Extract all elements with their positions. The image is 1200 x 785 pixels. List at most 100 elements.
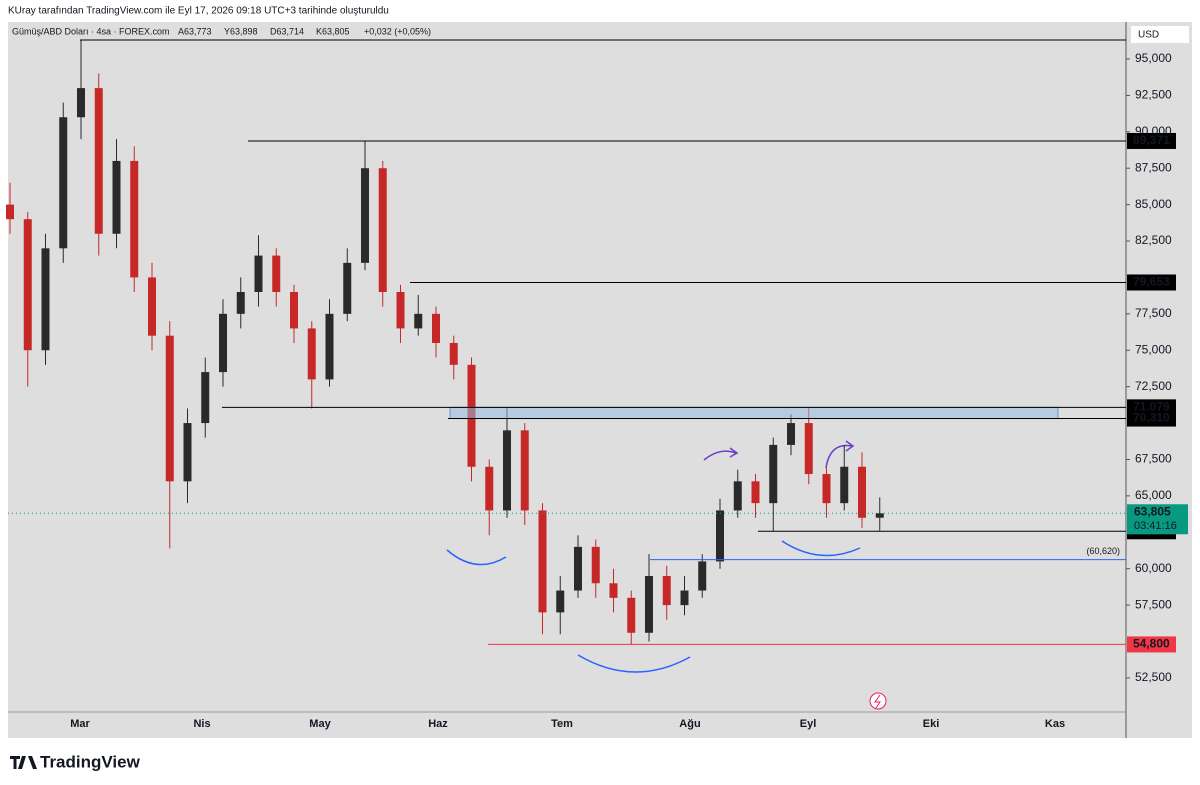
candle-body	[520, 430, 529, 511]
logo: TradingView	[10, 752, 141, 771]
x-tick-label: Eyl	[800, 718, 817, 730]
candle-body	[112, 160, 121, 234]
symbol-title: Gümüş/ABD Doları · 4sa · FOREX.com	[12, 26, 170, 36]
candle-body	[201, 372, 210, 424]
candle-body	[858, 466, 866, 518]
currency: USD	[1138, 30, 1159, 41]
annotations	[446, 540, 861, 673]
currency-box	[1131, 26, 1189, 43]
candle-body	[378, 168, 387, 292]
candle-body	[219, 313, 227, 373]
candle-body	[662, 575, 671, 606]
level-label: 79,653	[1133, 275, 1170, 289]
candle-body	[680, 590, 689, 606]
candle-body	[769, 444, 778, 504]
arrow-head	[845, 440, 855, 452]
y-tick-label: 52,500	[1135, 670, 1172, 684]
change: +0,032 (+0,05%)	[364, 26, 431, 36]
event-icon[interactable]	[869, 692, 887, 710]
arc	[781, 540, 861, 557]
candle-body	[840, 466, 849, 504]
y-tick-label: 75,000	[1135, 342, 1172, 356]
y-tick-label: 77,500	[1135, 306, 1172, 320]
arc	[446, 549, 507, 566]
level-label: 54,800	[1133, 637, 1170, 651]
ohlc-value: K63,805	[316, 26, 350, 36]
y-tick-label: 87,500	[1135, 160, 1172, 174]
x-tick-label: Kas	[1045, 718, 1065, 730]
level-label-box	[1127, 636, 1176, 653]
candle-body	[538, 510, 547, 613]
x-tick-label: Nis	[193, 718, 210, 730]
candle-body	[414, 313, 423, 329]
candle-body	[183, 423, 192, 482]
x-tick-label: Haz	[428, 718, 448, 730]
candle-body	[165, 335, 174, 482]
level-label: 89,371	[1133, 133, 1170, 147]
candle-body	[485, 466, 494, 511]
candle-body	[77, 88, 85, 118]
candle-body	[396, 292, 405, 329]
x-tick-label: Tem	[551, 718, 573, 730]
candle-body	[23, 219, 32, 351]
candle-body	[751, 481, 760, 504]
arrow	[825, 444, 853, 469]
countdown: 03:41:16	[1134, 520, 1177, 532]
candle-body	[59, 117, 68, 249]
x-tick-label: Ağu	[679, 718, 700, 730]
chart-background	[8, 22, 1192, 738]
level-label-box	[1127, 274, 1176, 291]
candle-body	[609, 583, 618, 598]
zone	[449, 406, 1059, 420]
x-tick-label: Eki	[923, 718, 940, 730]
candle-body	[254, 255, 263, 292]
logo-mark	[10, 756, 37, 769]
candle-body	[361, 168, 369, 263]
candle-body	[822, 474, 831, 504]
candle-body	[787, 423, 795, 445]
candle-body	[236, 292, 245, 314]
level-label: 71,079	[1133, 400, 1170, 414]
candle-body	[556, 590, 565, 613]
candle-body	[645, 575, 653, 633]
level-label: 70,310	[1133, 411, 1170, 425]
arc	[577, 654, 691, 673]
candle-body	[272, 255, 281, 292]
y-tick-label: 67,500	[1135, 452, 1172, 466]
ohlc-value: A63,773	[178, 26, 212, 36]
y-tick-label: 60,000	[1135, 561, 1172, 575]
candle-body	[325, 313, 334, 380]
candle-body	[343, 262, 352, 314]
candle-body	[148, 277, 156, 336]
y-tick-label: 95,000	[1135, 51, 1172, 65]
candle-body	[94, 88, 103, 234]
last-price-label: 63,805	[1134, 504, 1171, 518]
y-tick-label: 85,000	[1135, 197, 1172, 211]
arrows	[703, 440, 855, 469]
caption: KUray tarafından TradingView.com ile Eyl…	[8, 6, 389, 17]
candle-body	[716, 510, 724, 562]
x-tick-label: Mar	[70, 718, 90, 730]
ohlc-value: Y63,898	[224, 26, 258, 36]
candle-body	[733, 481, 742, 511]
y-tick-label: 72,500	[1135, 379, 1172, 393]
ohlc-value: D63,714	[270, 26, 304, 36]
candle-body	[627, 597, 636, 633]
x-tick-label: May	[309, 718, 331, 730]
level-label: (60,620)	[1086, 546, 1120, 556]
candle-body	[591, 546, 600, 584]
candle-body	[698, 561, 707, 591]
event-icon-bolt	[874, 694, 881, 709]
candle-body	[432, 313, 440, 343]
y-tick-label: 82,500	[1135, 233, 1172, 247]
plot	[6, 40, 884, 645]
candle-body	[6, 204, 14, 220]
candle-body	[290, 292, 298, 329]
y-tick-label: 92,500	[1135, 88, 1172, 102]
candle-body	[41, 248, 50, 351]
logo-text: TradingView	[40, 752, 141, 771]
candle-body	[574, 546, 582, 591]
last-price-box	[1127, 504, 1188, 535]
y-tick-label: 57,500	[1135, 597, 1172, 611]
level-label-box	[1127, 410, 1176, 427]
